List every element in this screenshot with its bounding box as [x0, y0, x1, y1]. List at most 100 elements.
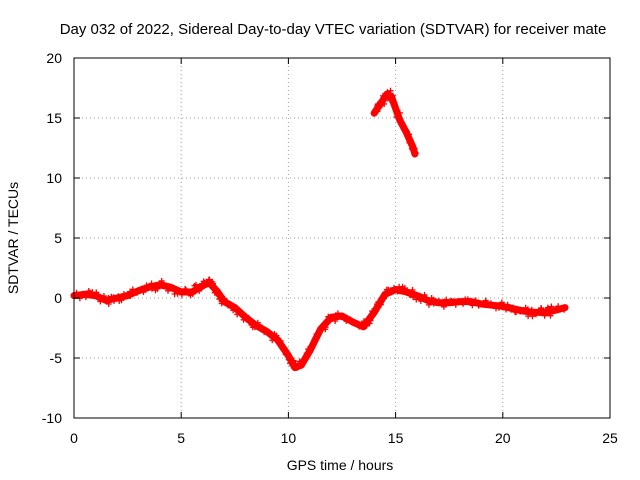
data-marker	[413, 296, 420, 303]
data-point	[392, 105, 399, 112]
data-marker	[246, 318, 253, 325]
data-marker	[557, 305, 564, 312]
data-point	[214, 289, 221, 295]
data-marker	[158, 277, 165, 284]
data-marker	[221, 295, 228, 302]
data-marker	[460, 300, 467, 307]
data-marker	[478, 300, 485, 307]
data-point	[339, 313, 345, 319]
data-marker	[384, 95, 391, 102]
data-marker	[352, 319, 359, 326]
data-marker	[376, 104, 383, 111]
y-tick-label: 20	[46, 50, 62, 66]
series-secondary	[370, 87, 419, 158]
data-marker	[115, 293, 122, 300]
data-marker	[472, 297, 479, 304]
data-marker	[140, 289, 147, 296]
data-marker	[440, 303, 447, 310]
data-marker	[311, 336, 318, 343]
x-axis-title: GPS time / hours	[287, 457, 394, 473]
y-tick-label: 15	[46, 110, 62, 126]
y-axis-title: SDTVAR / TECUs	[5, 182, 21, 294]
data-point	[414, 292, 421, 299]
data-marker	[443, 296, 450, 303]
data-marker	[360, 318, 367, 325]
data-marker	[218, 294, 225, 301]
data-marker	[541, 312, 548, 319]
data-marker	[237, 309, 244, 316]
data-marker	[396, 287, 403, 294]
data-marker	[387, 287, 394, 294]
data-point	[360, 323, 367, 330]
x-tick-label: 25	[602, 430, 618, 446]
data-marker	[171, 285, 178, 292]
data-marker	[410, 294, 417, 301]
data-marker	[544, 305, 551, 312]
data-marker	[93, 289, 100, 296]
data-marker	[322, 324, 329, 331]
data-marker	[182, 286, 189, 293]
data-marker	[328, 316, 335, 323]
data-marker	[377, 301, 384, 308]
data-marker	[381, 100, 388, 107]
y-tick-label: 10	[46, 170, 62, 186]
data-point	[81, 291, 88, 298]
data-marker	[167, 283, 174, 290]
y-tick-label: 0	[54, 290, 62, 306]
x-tick-label: 15	[388, 430, 404, 446]
data-marker	[300, 357, 307, 364]
data-marker	[269, 337, 276, 344]
data-marker	[398, 119, 405, 126]
data-marker	[498, 299, 505, 306]
data-marker	[228, 301, 235, 308]
data-marker	[396, 109, 403, 116]
data-marker	[366, 320, 373, 327]
y-tick-label: -5	[50, 350, 63, 366]
data-marker	[405, 133, 412, 140]
data-marker	[223, 298, 230, 305]
data-marker	[484, 301, 491, 308]
data-point	[135, 287, 142, 294]
data-marker	[225, 302, 232, 309]
data-marker	[421, 291, 428, 298]
data-marker	[280, 346, 287, 353]
data-marker	[298, 361, 305, 368]
data-marker	[389, 92, 396, 99]
data-marker	[387, 87, 394, 94]
data-marker	[164, 287, 171, 294]
data-series	[70, 87, 569, 372]
data-marker	[403, 128, 410, 135]
data-marker	[528, 306, 535, 313]
chart-title: Day 032 of 2022, Sidereal Day-to-day VTE…	[60, 21, 607, 38]
data-marker	[266, 330, 273, 337]
data-marker	[518, 307, 525, 314]
data-marker	[538, 305, 545, 312]
data-marker	[532, 311, 539, 318]
data-marker	[210, 280, 217, 287]
data-point	[274, 337, 281, 343]
data-marker	[548, 303, 555, 310]
data-marker	[417, 293, 424, 300]
data-marker	[318, 325, 325, 332]
data-point	[542, 309, 549, 316]
data-marker	[496, 304, 503, 311]
series-main	[70, 276, 569, 372]
data-marker	[118, 297, 125, 304]
data-marker	[409, 286, 416, 293]
data-marker	[332, 317, 339, 324]
data-marker	[97, 298, 104, 305]
data-marker	[411, 145, 418, 152]
data-point	[371, 110, 378, 117]
data-marker	[367, 317, 374, 324]
data-marker	[374, 108, 381, 115]
data-marker	[391, 99, 398, 106]
data-marker	[412, 150, 419, 157]
data-marker	[313, 330, 320, 337]
y-tick-label: 5	[54, 230, 62, 246]
data-marker	[388, 288, 395, 295]
data-point	[424, 297, 431, 304]
data-marker	[381, 295, 388, 302]
data-marker	[76, 292, 83, 299]
